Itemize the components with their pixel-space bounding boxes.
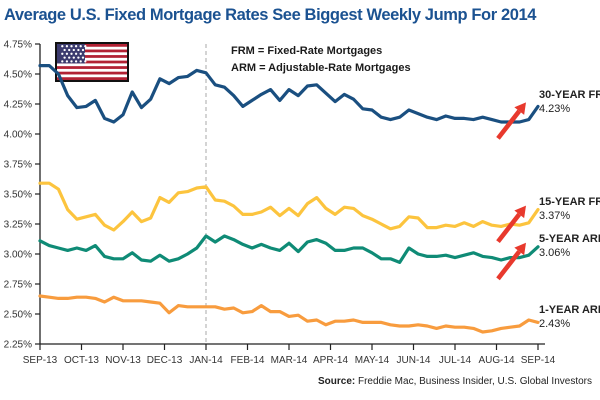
svg-text:4.50%: 4.50% xyxy=(4,70,32,81)
svg-text:2.75%: 2.75% xyxy=(4,280,32,291)
series-label-30-year-frm: 30-YEAR FRM 4.23% xyxy=(539,89,600,116)
svg-text:3.00%: 3.00% xyxy=(4,250,32,261)
svg-text:3.75%: 3.75% xyxy=(4,160,32,171)
source-label: Source: xyxy=(317,376,356,387)
svg-text:JUL-14: JUL-14 xyxy=(439,355,472,366)
series-name: 15-YEAR FRM xyxy=(539,196,600,208)
svg-text:OCT-13: OCT-13 xyxy=(64,355,99,366)
svg-text:MAR-14: MAR-14 xyxy=(271,355,308,366)
svg-text:NOV-13: NOV-13 xyxy=(105,355,141,366)
source-credit: Source: Freddie Mac, Business Insider, U… xyxy=(318,376,592,387)
series-value: 3.06% xyxy=(539,246,571,259)
series-name: 1-YEAR ARM xyxy=(539,304,600,316)
svg-text:3.50%: 3.50% xyxy=(4,190,32,201)
svg-text:4.25%: 4.25% xyxy=(4,100,32,111)
legend-arm-line: ARM = Adjustable-Rate Mortgages xyxy=(231,62,411,74)
series-name: 30-YEAR FRM xyxy=(539,89,600,101)
svg-text:2.50%: 2.50% xyxy=(4,310,32,321)
svg-text:3.25%: 3.25% xyxy=(4,220,32,231)
series-value: 2.43% xyxy=(539,317,571,330)
series-value: 4.23% xyxy=(539,102,571,115)
svg-text:4.75%: 4.75% xyxy=(4,40,32,51)
legend-frm-line: FRM = Fixed-Rate Mortgages xyxy=(231,45,383,57)
us-flag-icon xyxy=(55,42,129,82)
svg-text:JUN-14: JUN-14 xyxy=(397,355,431,366)
svg-text:SEP-13: SEP-13 xyxy=(23,355,58,366)
svg-text:JAN-14: JAN-14 xyxy=(189,355,223,366)
series-name: 5-YEAR ARM xyxy=(539,233,600,245)
series-label-5-year-arm: 5-YEAR ARM 3.06% xyxy=(539,233,600,260)
svg-text:DEC-13: DEC-13 xyxy=(147,355,183,366)
page-title: Average U.S. Fixed Mortgage Rates See Bi… xyxy=(4,6,537,24)
svg-text:AUG-14: AUG-14 xyxy=(478,355,515,366)
series-label-15-year-frm: 15-YEAR FRM 3.37% xyxy=(539,196,600,223)
svg-text:2.25%: 2.25% xyxy=(4,340,32,351)
svg-text:MAY-14: MAY-14 xyxy=(355,355,390,366)
series-value: 3.37% xyxy=(539,209,571,222)
svg-text:APR-14: APR-14 xyxy=(313,355,348,366)
svg-text:4.00%: 4.00% xyxy=(4,130,32,141)
us-flag-svg xyxy=(57,44,127,80)
source-text: Freddie Mac, Business Insider, U.S. Glob… xyxy=(355,376,592,387)
svg-text:FEB-14: FEB-14 xyxy=(231,355,265,366)
legend: FRM = Fixed-Rate Mortgages ARM = Adjusta… xyxy=(231,43,411,77)
svg-text:SEP-14: SEP-14 xyxy=(521,355,556,366)
series-label-1-year-arm: 1-YEAR ARM 2.43% xyxy=(539,304,600,331)
